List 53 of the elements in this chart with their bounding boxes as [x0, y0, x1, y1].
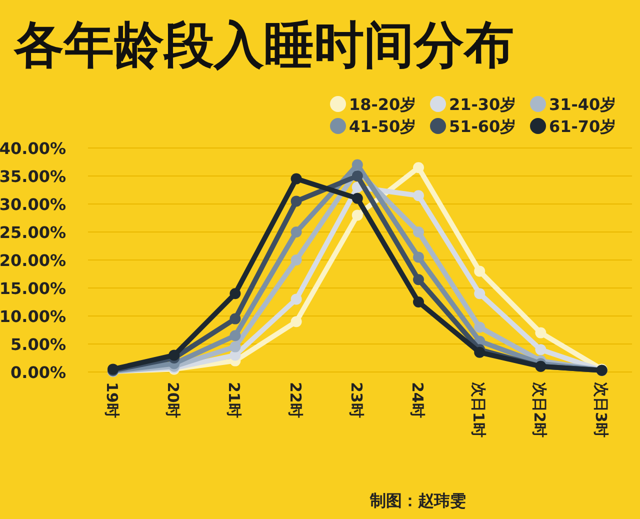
point [474, 266, 486, 277]
point [352, 159, 363, 170]
y-tick-label: 0.00% [10, 363, 66, 382]
legend-label: 61-70岁 [549, 117, 616, 136]
point [352, 170, 363, 182]
point [474, 288, 486, 300]
point [230, 313, 241, 324]
point [352, 210, 363, 221]
x-tick-label: 22时 [286, 382, 304, 418]
point [413, 190, 424, 202]
point [230, 288, 241, 300]
y-tick-label: 30.00% [0, 195, 66, 214]
point [290, 196, 302, 207]
point [474, 346, 486, 358]
y-tick-label: 25.00% [0, 223, 66, 242]
point [230, 341, 241, 352]
point [413, 274, 424, 286]
point [290, 254, 302, 266]
point [230, 330, 241, 342]
x-tick-label: 20时 [164, 382, 182, 418]
point [413, 226, 424, 238]
point [290, 226, 302, 238]
point [290, 316, 302, 328]
text: 制图：赵玮雯 [369, 491, 466, 510]
legend-label: 18-20岁 [349, 95, 416, 114]
y-tick-label: 5.00% [10, 335, 66, 354]
legend-label: 31-40岁 [549, 95, 616, 114]
point [535, 327, 546, 338]
y-tick-label: 10.00% [0, 307, 66, 326]
legend-label: 41-50岁 [349, 117, 416, 136]
y-tick-label: 20.00% [0, 251, 66, 270]
x-tick-label: 21时 [225, 382, 244, 418]
chart-title: 各年龄段入睡时间分布 [13, 16, 514, 74]
y-tick-label: 40.00% [0, 139, 66, 158]
point [413, 162, 424, 174]
point [290, 173, 302, 184]
x-tick-label: 23时 [347, 382, 366, 418]
point [352, 192, 363, 204]
x-tick-label: 次日2时 [530, 382, 549, 438]
legend-label: 21-30岁 [449, 95, 516, 114]
point [168, 350, 180, 361]
y-tick-label: 35.00% [0, 167, 66, 186]
point [290, 294, 302, 305]
x-tick-label: 次日3时 [592, 382, 610, 438]
legend-label: 51-60岁 [449, 117, 516, 136]
x-tick-label: 24时 [408, 382, 426, 418]
y-tick-label: 15.00% [0, 279, 66, 298]
x-tick-label: 19时 [103, 382, 121, 418]
point [474, 322, 486, 333]
point [535, 344, 546, 356]
point [413, 296, 424, 308]
x-tick-label: 次日1时 [470, 382, 488, 438]
point [413, 252, 424, 263]
